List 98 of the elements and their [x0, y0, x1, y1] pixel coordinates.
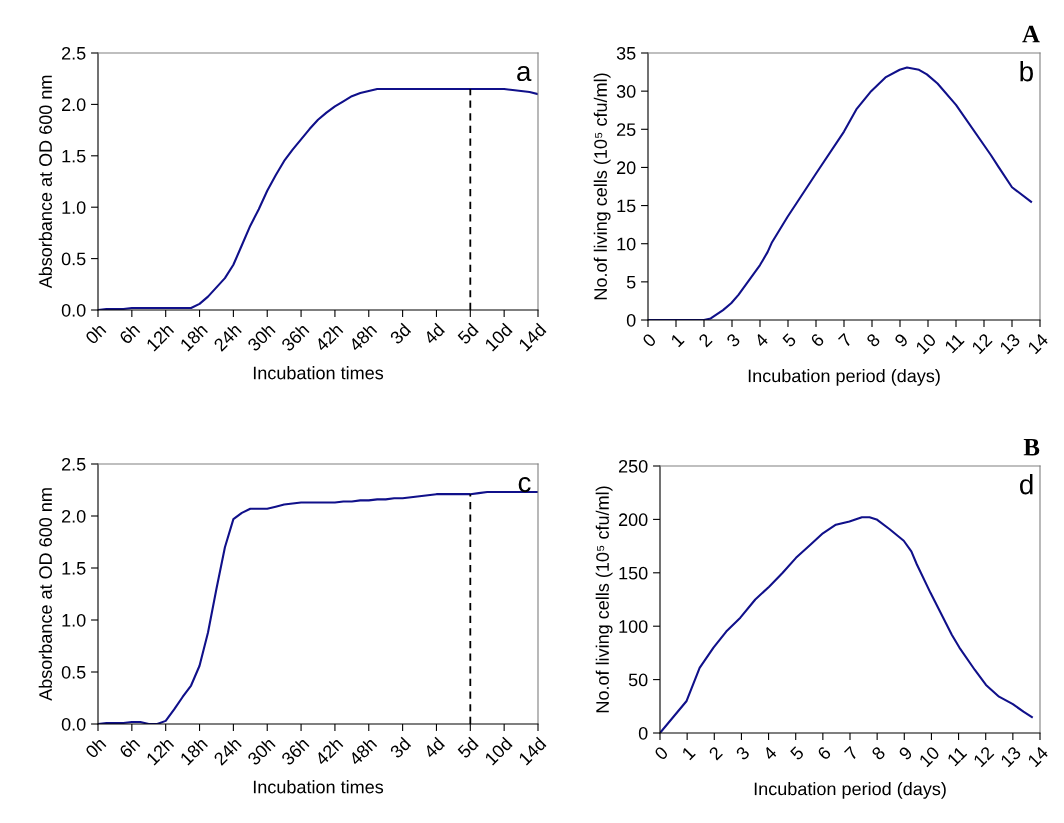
x-tick-label: 6h — [118, 322, 141, 345]
x-tick-label: 42h — [313, 736, 344, 767]
y-tick-label: 15 — [617, 199, 636, 213]
x-tick-label: 5d — [456, 322, 479, 345]
y-tick-label: 30 — [616, 85, 636, 98]
x-tick-label: 11 — [944, 332, 965, 354]
x-tick-label: 14d — [517, 322, 547, 352]
x-tick-label: 3d — [388, 736, 412, 759]
y-tick-label: 0.0 — [61, 303, 86, 317]
y-tick-label: 1.5 — [62, 149, 86, 163]
y-tick-label: 2.5 — [62, 46, 86, 60]
y-tick-label: 5 — [626, 275, 636, 289]
x-tick-label: 4 — [753, 332, 769, 348]
annotation: d — [1020, 474, 1033, 495]
x-tick-label: 12 — [971, 332, 993, 355]
x-tick-label: 13 — [999, 332, 1021, 355]
y-axis-title: Absorbance at OD 600 nm — [38, 75, 52, 289]
annotation: c — [518, 476, 531, 493]
x-tick-label: 18h — [179, 322, 209, 352]
y-tick-label: 10 — [617, 237, 636, 251]
y-tick-label: 0.0 — [61, 717, 86, 731]
y-tick-label: 0.5 — [61, 252, 86, 266]
y-axis-title: No.of living cells (10⁵ cfu/ml) — [593, 73, 611, 300]
x-tick-label: 5 — [789, 745, 805, 761]
x-tick-label: 4 — [762, 745, 778, 761]
y-tick-label: 1.0 — [62, 613, 86, 627]
y-tick-label: 2.0 — [62, 98, 86, 112]
x-tick-label: 3 — [735, 745, 751, 761]
y-tick-label: 150 — [619, 566, 648, 580]
x-tick-label: 48h — [347, 322, 378, 353]
x-tick-label: 6 — [809, 332, 825, 348]
x-tick-label: 0h — [84, 322, 107, 345]
x-tick-label: 48h — [347, 736, 378, 767]
y-axis-title: Absorbance at OD 600 nm — [38, 488, 52, 701]
y-tick-label: 25 — [617, 123, 636, 137]
x-tick-label: 11 — [946, 745, 968, 767]
x-tick-label: 14 — [1027, 745, 1049, 768]
y-tick-label: 2.5 — [62, 457, 86, 471]
x-axis-title: Incubation times — [253, 366, 384, 380]
x-tick-label: 5d — [456, 736, 479, 759]
x-tick-label: 1 — [670, 332, 685, 348]
y-tick-label: 50 — [628, 673, 648, 687]
y-tick-label: 1.0 — [62, 201, 86, 214]
x-tick-label: 8 — [870, 745, 886, 761]
x-tick-label: 14 — [1027, 332, 1049, 355]
x-tick-label: 10d — [483, 322, 513, 352]
text: B — [1023, 438, 1040, 456]
y-tick-label: 1.5 — [62, 562, 86, 575]
x-tick-label: 10d — [483, 736, 513, 766]
text: A — [1022, 25, 1040, 43]
y-axis-title: No.of living cells (10⁵ cfu/ml) — [595, 486, 613, 713]
x-tick-label: 30h — [246, 736, 276, 766]
y-tick-label: 35 — [616, 46, 636, 60]
annotation: a — [517, 65, 532, 82]
x-tick-label: 8 — [865, 332, 881, 348]
x-tick-label: 2 — [708, 745, 723, 761]
x-tick-label: 0h — [84, 736, 107, 759]
x-tick-label: 9 — [898, 745, 914, 761]
line-series — [660, 516, 1033, 733]
x-tick-label: 13 — [999, 745, 1022, 768]
x-tick-label: 24h — [212, 322, 242, 352]
y-tick-label: 250 — [618, 459, 648, 473]
x-tick-label: 4d — [422, 322, 446, 346]
x-tick-label: 1 — [681, 745, 696, 761]
y-tick-label: 100 — [619, 620, 648, 633]
x-tick-label: 18h — [179, 736, 209, 766]
x-tick-label: 6h — [118, 736, 141, 759]
y-tick-label: 2.0 — [62, 509, 86, 523]
x-tick-label: 12h — [145, 736, 175, 766]
x-tick-label: 36h — [280, 736, 310, 766]
y-tick-label: 20 — [617, 161, 636, 175]
y-tick-label: 0 — [638, 726, 648, 740]
x-tick-label: 2 — [697, 332, 713, 348]
x-tick-label: 7 — [844, 745, 859, 761]
x-axis-title: Incubation times — [253, 780, 384, 794]
x-tick-label: 7 — [838, 332, 853, 348]
x-tick-label: 42h — [313, 322, 344, 353]
x-tick-label: 3d — [388, 322, 412, 345]
x-tick-label: 10 — [915, 332, 937, 355]
x-tick-label: 10 — [918, 745, 941, 768]
x-tick-label: 30h — [246, 322, 276, 352]
y-tick-label: 200 — [618, 513, 648, 527]
x-tick-label: 4d — [422, 736, 446, 760]
x-tick-label: 36h — [280, 322, 310, 352]
x-tick-label: 0 — [653, 745, 669, 761]
y-tick-label: 0 — [626, 313, 636, 327]
x-tick-label: 24h — [212, 736, 242, 766]
x-tick-label: 12 — [972, 745, 995, 768]
x-axis-title: Incubation period (days) — [754, 782, 946, 799]
x-tick-label: 12h — [145, 322, 175, 352]
x-tick-label: 6 — [816, 745, 832, 761]
x-tick-label: 14d — [517, 736, 547, 766]
x-tick-label: 3 — [725, 332, 741, 348]
x-axis-title: Incubation period (days) — [748, 369, 940, 386]
y-tick-label: 0.5 — [61, 665, 86, 679]
x-tick-label: 5 — [781, 332, 797, 348]
x-tick-label: 9 — [893, 332, 909, 348]
annotation: b — [1020, 61, 1033, 82]
